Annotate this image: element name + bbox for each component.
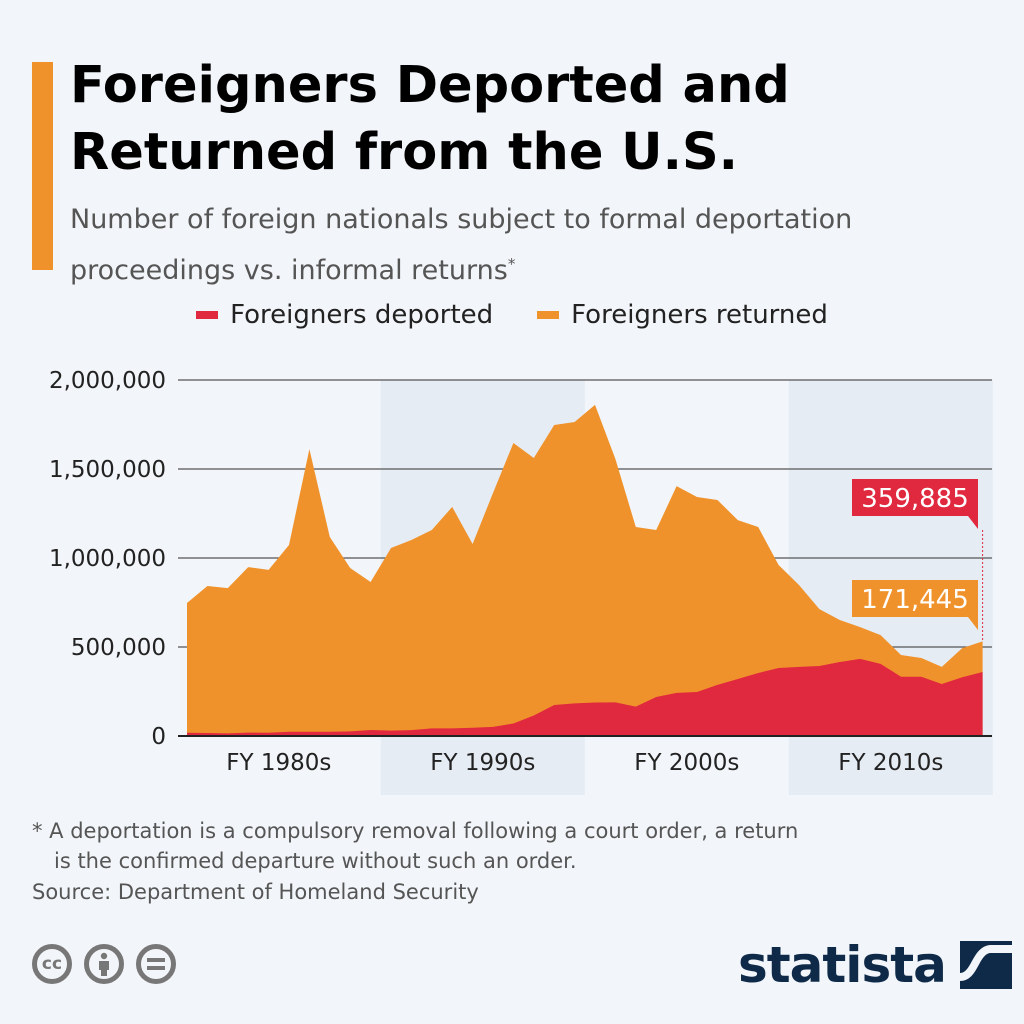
y-tick-label: 500,000: [71, 635, 166, 661]
footnote: * A deportation is a compulsory removal …: [32, 816, 798, 876]
callout-box: [852, 479, 978, 529]
legend-item-deported: Foreigners deported: [196, 300, 493, 330]
equals-glyph: [147, 958, 165, 970]
area-foreigners-returned: [187, 404, 983, 736]
x-category-label: FY 2000s: [634, 750, 739, 776]
y-tick-label: 1,500,000: [49, 457, 166, 483]
creative-commons-icon[interactable]: cc: [32, 944, 72, 984]
footnote-line-2: is the confirmed departure without such …: [54, 849, 577, 873]
person-glyph: [99, 952, 109, 976]
legend-swatch-deported: [196, 311, 219, 319]
legend-label-deported: Foreigners deported: [230, 300, 494, 330]
title-line-2: Returned from the U.S.: [70, 123, 739, 182]
statista-logo-icon: [959, 941, 1012, 989]
footnote-line-1: * A deportation is a compulsory removal …: [32, 819, 799, 843]
subtitle-line-2-text: proceedings vs. informal returns: [70, 255, 508, 286]
callout-box: [852, 580, 978, 630]
y-tick-label: 1,000,000: [49, 546, 166, 572]
y-tick-label: 2,000,000: [49, 368, 166, 394]
license-icons[interactable]: cc: [32, 944, 176, 984]
subtitle-line-2: proceedings vs. informal returns*: [70, 242, 1010, 293]
no-derivatives-equals-icon[interactable]: [136, 944, 176, 984]
logo-text: statista: [738, 936, 947, 994]
attribution-person-icon[interactable]: [84, 944, 124, 984]
legend-swatch-returned: [537, 311, 560, 319]
callout-value: 359,885: [861, 484, 969, 514]
subtitle: Number of foreign nationals subject to f…: [70, 198, 1010, 293]
title-accent-bar: [32, 62, 53, 270]
area-foreigners-deported: [187, 658, 983, 736]
legend-label-returned: Foreigners returned: [571, 300, 828, 330]
legend-item-returned: Foreigners returned: [537, 300, 828, 330]
x-category-label: FY 2010s: [838, 750, 943, 776]
cc-label: cc: [41, 954, 63, 974]
x-category-label: FY 1990s: [430, 750, 535, 776]
subtitle-line-1: Number of foreign nationals subject to f…: [70, 204, 853, 235]
source-text: Source: Department of Homeland Security: [32, 880, 479, 904]
title-line-1: Foreigners Deported and: [70, 56, 790, 115]
y-tick-label: 0: [151, 724, 166, 750]
legend: Foreigners deported Foreigners returned: [0, 300, 1024, 330]
x-category-label: FY 1980s: [226, 750, 331, 776]
callout-value: 171,445: [861, 585, 969, 615]
statista-logo[interactable]: statista: [738, 936, 1012, 994]
page-title: Foreigners Deported and Returned from th…: [70, 52, 1010, 186]
footnote-marker: *: [507, 255, 516, 273]
